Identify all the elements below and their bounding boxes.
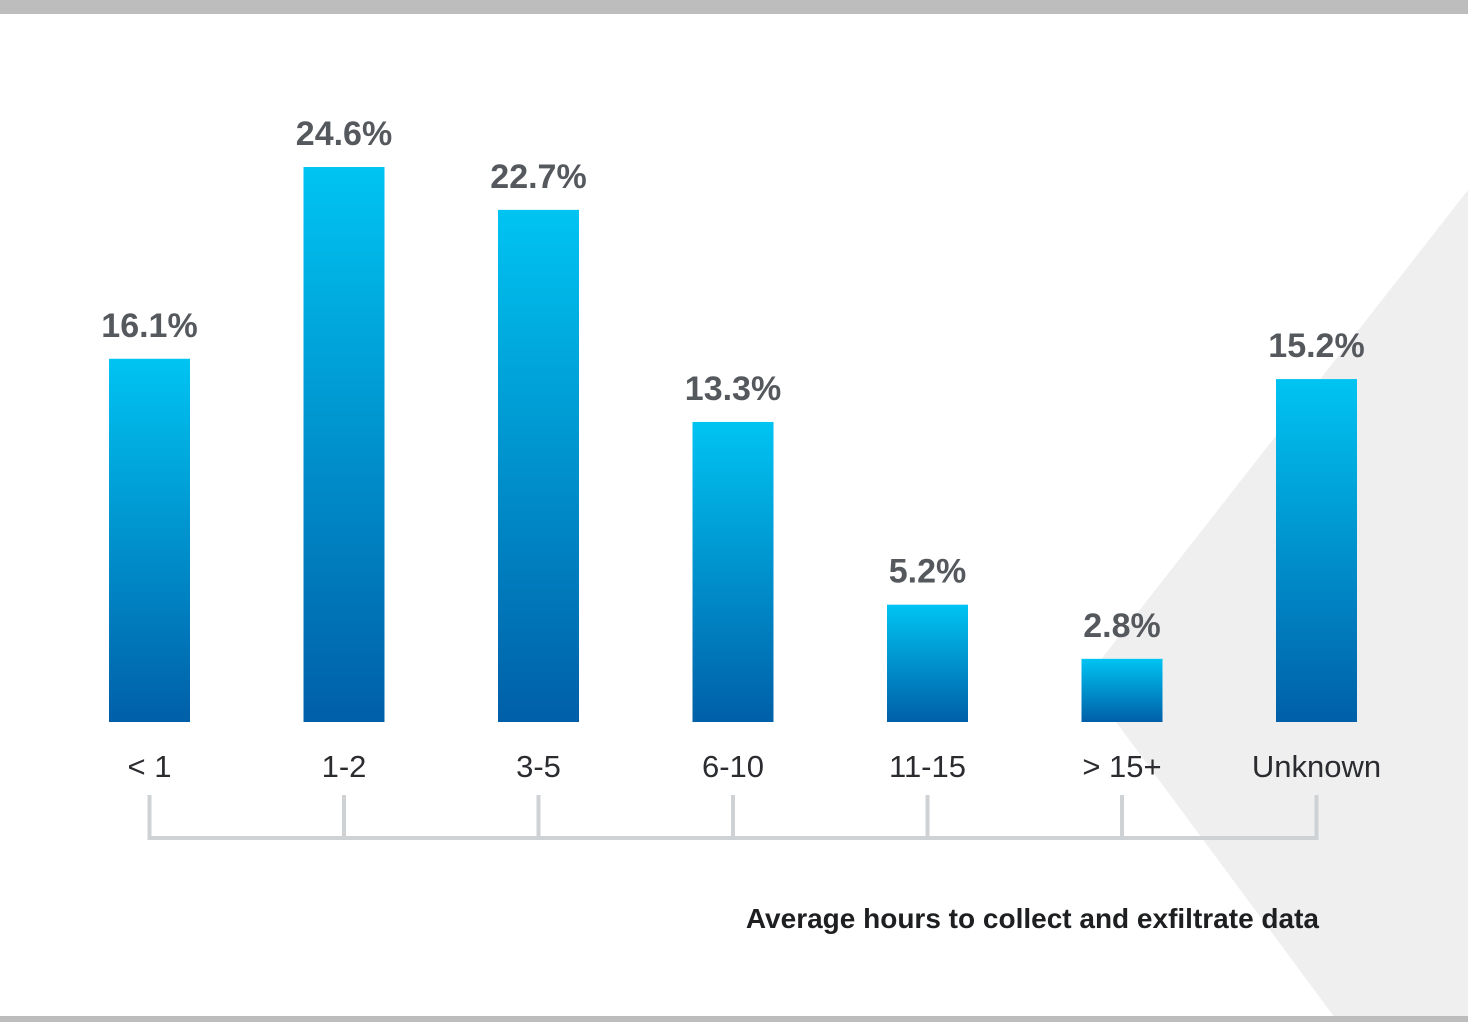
value-label-1-2: 24.6% xyxy=(296,115,392,153)
x-axis-title: Average hours to collect and exfiltrate … xyxy=(746,903,1320,934)
tick-label-3-5: 3-5 xyxy=(516,749,561,784)
tick-label-1: < 1 xyxy=(128,749,172,784)
top-border xyxy=(0,0,1468,14)
bottom-border xyxy=(0,1016,1468,1022)
tick-label-1-2: 1-2 xyxy=(322,749,367,784)
tick-label-15: > 15+ xyxy=(1082,749,1161,784)
bar-1-2 xyxy=(303,167,385,722)
tick-label-11-15: 11-15 xyxy=(889,749,966,784)
bar-unknown xyxy=(1276,379,1357,722)
bars-layer xyxy=(109,167,1357,723)
bar-6-10 xyxy=(692,421,774,722)
axis-bracket xyxy=(147,795,1319,840)
bar-1 xyxy=(109,358,190,722)
bar-11-15 xyxy=(887,604,968,722)
tick-label-6-10: 6-10 xyxy=(702,749,764,784)
tick-label-unknown: Unknown xyxy=(1252,749,1381,784)
bar-15 xyxy=(1081,658,1163,722)
value-label-1: 16.1% xyxy=(101,307,197,345)
value-label-6-10: 13.3% xyxy=(685,370,781,408)
value-label-3-5: 22.7% xyxy=(490,158,586,196)
value-label-15: 2.8% xyxy=(1083,607,1161,645)
value-label-11-15: 5.2% xyxy=(889,553,967,591)
value-label-unknown: 15.2% xyxy=(1268,327,1364,365)
value-labels-layer: 16.1% 24.6% 22.7% 13.3% 5.2% 2.8% 15.2% xyxy=(101,115,1364,645)
bar-3-5 xyxy=(498,209,579,723)
tick-labels-layer: < 1 1-2 3-5 6-10 11-15 > 15+ Unknown xyxy=(128,749,1382,784)
